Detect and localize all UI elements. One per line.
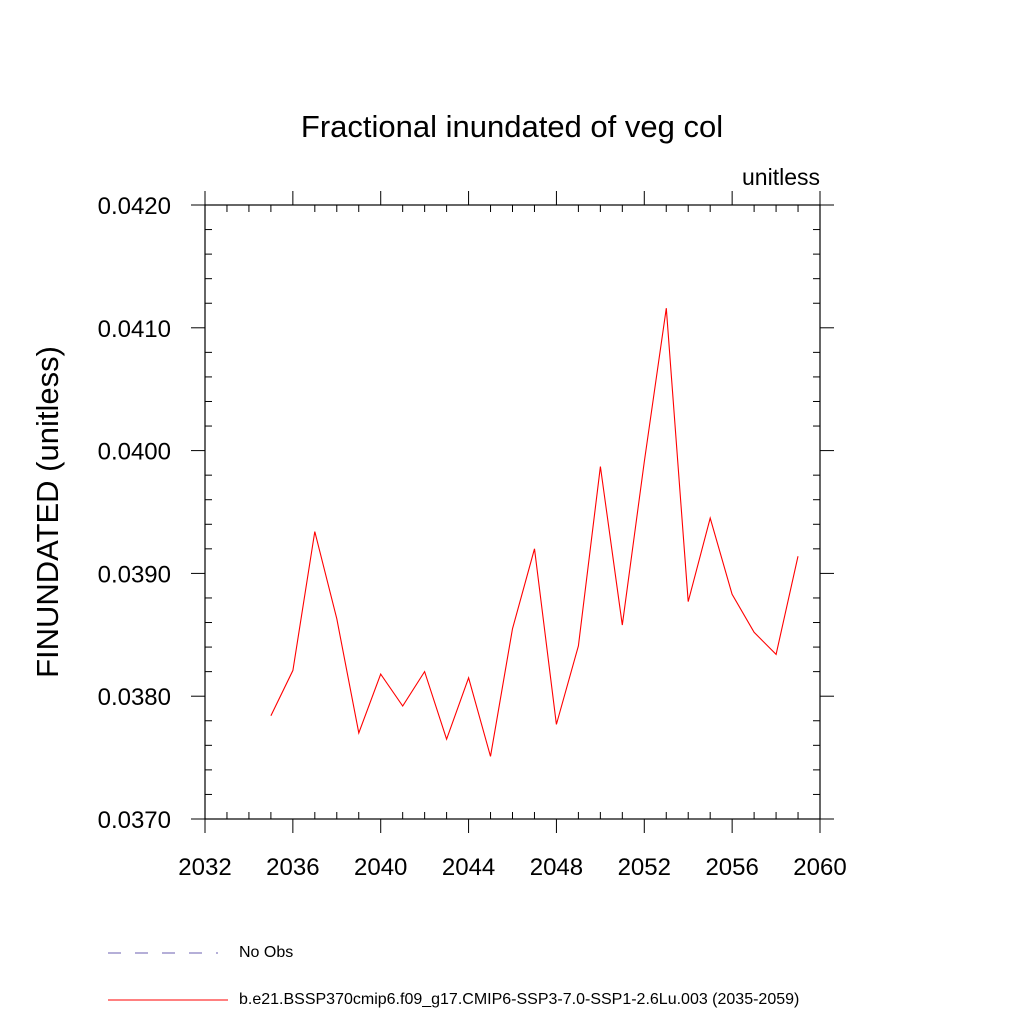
x-tick-label: 2040 — [354, 854, 407, 881]
legend-label-no-obs: No Obs — [239, 944, 294, 961]
legend-item-model-run: b.e21.BSSP370cmip6.f09_g17.CMIP6-SSP3-7.… — [108, 988, 1008, 1012]
data-point — [467, 677, 469, 679]
x-tick-label: 2032 — [178, 854, 231, 881]
data-point — [511, 627, 513, 629]
units-label: unitless — [742, 164, 820, 190]
data-point — [314, 530, 316, 532]
legend-item-no-obs: No Obs — [108, 941, 1008, 965]
x-tick-label: 2048 — [530, 854, 583, 881]
legend-swatch-solid — [108, 999, 228, 1001]
data-point — [533, 548, 535, 550]
data-point — [555, 723, 557, 725]
y-tick-label: 0.0370 — [98, 807, 171, 834]
data-point — [423, 670, 425, 672]
x-tick-label: 2052 — [618, 854, 671, 881]
y-tick-label: 0.0400 — [98, 439, 171, 466]
x-tick-label: 2044 — [442, 854, 495, 881]
data-point — [709, 517, 711, 519]
data-point — [643, 460, 645, 462]
data-point — [489, 755, 491, 757]
data-point — [445, 738, 447, 740]
data-point — [731, 593, 733, 595]
legend-label-model-run: b.e21.BSSP370cmip6.f09_g17.CMIP6-SSP3-7.… — [239, 991, 800, 1008]
series-layer — [270, 307, 799, 757]
data-point — [797, 555, 799, 557]
data-point — [599, 465, 601, 467]
data-point — [270, 715, 272, 717]
data-point — [621, 624, 623, 626]
data-point — [401, 705, 403, 707]
y-axis-label: FINUNDATED (unitless) — [30, 346, 65, 678]
legend-swatch-dashed — [108, 952, 218, 954]
data-point — [380, 673, 382, 675]
data-point — [687, 600, 689, 602]
axis-tick-labels: 2032 2036 2040 2044 2048 2052 2056 2060 0.0370 0.… — [98, 193, 847, 881]
data-point — [775, 653, 777, 655]
data-point — [358, 732, 360, 734]
x-tick-label: 2036 — [266, 854, 319, 881]
y-tick-label: 0.0410 — [98, 316, 171, 343]
series-line — [270, 308, 799, 757]
y-tick-label: 0.0380 — [98, 684, 171, 711]
data-point — [292, 669, 294, 671]
axis-ticks — [191, 191, 834, 833]
data-point — [336, 618, 338, 620]
plot-frame — [204, 204, 821, 820]
data-point — [665, 307, 667, 309]
data-point — [577, 645, 579, 647]
y-tick-label: 0.0390 — [98, 561, 171, 588]
chart-title: Fractional inundated of veg col — [301, 109, 723, 144]
x-tick-label: 2056 — [705, 854, 758, 881]
x-tick-label: 2060 — [793, 854, 846, 881]
data-point — [753, 631, 755, 633]
y-tick-label: 0.0420 — [98, 193, 171, 220]
